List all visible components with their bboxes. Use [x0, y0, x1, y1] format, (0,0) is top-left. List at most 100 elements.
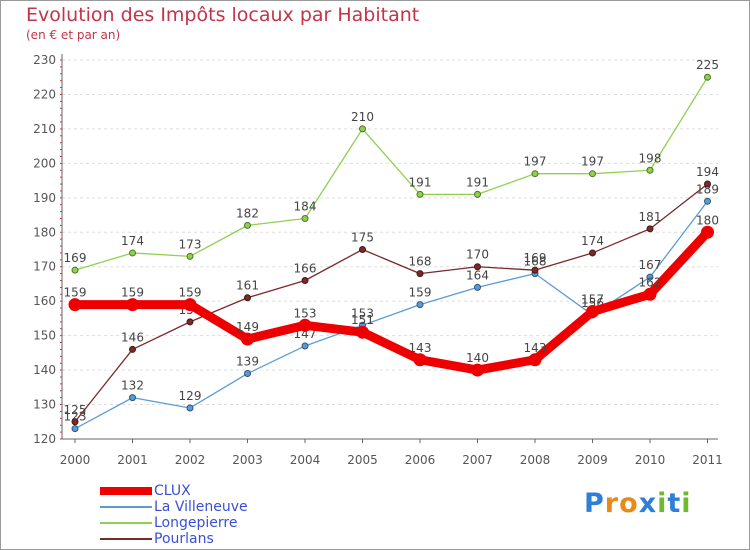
data-label: 168: [409, 255, 432, 269]
x-tick-label: 2010: [635, 453, 666, 467]
series-line: [74, 200, 709, 430]
y-tick-label: 220: [33, 87, 56, 101]
data-label: 162: [639, 275, 662, 289]
legend-label: CLUX: [154, 483, 191, 499]
data-point: [68, 298, 82, 312]
data-label: 146: [121, 330, 144, 344]
data-point: [241, 332, 254, 346]
data-point: [471, 363, 484, 377]
brand-letter: i: [681, 488, 692, 519]
data-label: 191: [409, 175, 432, 189]
x-tick-label: 2001: [117, 453, 148, 467]
data-label: 174: [121, 234, 144, 248]
data-label: 189: [696, 182, 719, 196]
data-point: [416, 301, 424, 309]
legend-swatch: [100, 487, 152, 495]
data-point: [474, 263, 481, 271]
data-point: [129, 394, 136, 402]
data-label: 167: [639, 258, 662, 272]
x-tick-label: 2003: [232, 453, 263, 467]
data-point: [301, 214, 309, 222]
data-label: 166: [294, 262, 317, 276]
data-point: [71, 266, 79, 274]
data-label: 191: [466, 175, 489, 189]
data-label: 180: [696, 213, 719, 227]
data-label: 143: [524, 341, 547, 355]
data-point: [183, 298, 197, 312]
y-tick-label: 160: [33, 294, 56, 308]
legend: CLUX La Villeneuve Longepierre Pourlans: [100, 483, 300, 547]
data-label: 159: [409, 286, 432, 300]
y-tick-label: 150: [33, 329, 56, 343]
brand-letter: P: [584, 488, 605, 519]
y-tick-label: 170: [33, 260, 56, 274]
data-point: [244, 294, 251, 302]
brand-logo: Proxiti: [584, 488, 692, 519]
x-tick-label: 2011: [692, 453, 723, 467]
data-point: [413, 353, 427, 367]
data-label: 210: [351, 110, 374, 124]
data-label: 132: [121, 379, 144, 393]
legend-swatch: [100, 506, 152, 508]
data-label: 153: [294, 306, 317, 320]
y-tick-label: 190: [33, 191, 56, 205]
data-label: 170: [466, 248, 489, 262]
x-tick-label: 2009: [577, 453, 608, 467]
data-point: [474, 283, 481, 291]
x-tick-label: 2000: [60, 453, 91, 467]
y-tick-label: 180: [33, 225, 56, 239]
data-point: [126, 298, 139, 312]
legend-item: Pourlans: [100, 531, 300, 547]
data-point: [474, 190, 481, 198]
legend-item: Longepierre: [100, 515, 300, 531]
data-label: 174: [581, 234, 604, 248]
data-label: 153: [351, 306, 374, 320]
data-label: 157: [581, 293, 604, 307]
series-line: [74, 183, 709, 423]
series-pourlans: 125146154161166175168170169174181194: [64, 165, 719, 426]
data-label: 169: [524, 251, 547, 265]
data-label: 139: [236, 355, 259, 369]
data-point: [531, 170, 539, 178]
data-label: 125: [64, 403, 87, 417]
brand-letter: r: [604, 488, 620, 519]
data-label: 159: [64, 286, 87, 300]
x-tick-label: 2007: [462, 453, 493, 467]
data-point: [129, 345, 136, 353]
data-label: 149: [236, 320, 259, 334]
data-point: [298, 318, 312, 332]
legend-label: Pourlans: [154, 531, 214, 547]
data-point: [643, 287, 657, 301]
data-label: 151: [351, 313, 374, 327]
y-tick-label: 230: [33, 53, 56, 67]
data-point: [531, 266, 539, 274]
brand-letter: t: [667, 488, 682, 519]
series-longepierre: 169 174 173 182 184 210 191 191 197 197 198 225: [64, 58, 719, 274]
series-line: [74, 76, 709, 271]
x-tick-label: 2005: [347, 453, 378, 467]
data-point: [129, 249, 136, 257]
data-point: [646, 225, 654, 233]
data-label: 194: [696, 165, 719, 179]
y-tick-label: 120: [33, 432, 56, 446]
x-tick-label: 2002: [175, 453, 206, 467]
y-tick-label: 130: [33, 398, 56, 412]
data-label: 123: [64, 410, 87, 424]
data-point: [701, 225, 714, 239]
chart-subtitle: (en € et par an): [26, 28, 121, 42]
data-point: [301, 342, 309, 350]
data-label: 184: [294, 199, 317, 213]
x-tick-label: 2006: [405, 453, 436, 467]
data-point: [704, 197, 711, 205]
y-tick-label: 210: [33, 122, 56, 136]
data-point: [356, 325, 369, 339]
data-label: 197: [581, 155, 604, 169]
data-point: [416, 190, 424, 198]
legend-item: CLUX: [100, 483, 300, 499]
legend-swatch: [100, 538, 152, 540]
data-point: [359, 125, 366, 133]
